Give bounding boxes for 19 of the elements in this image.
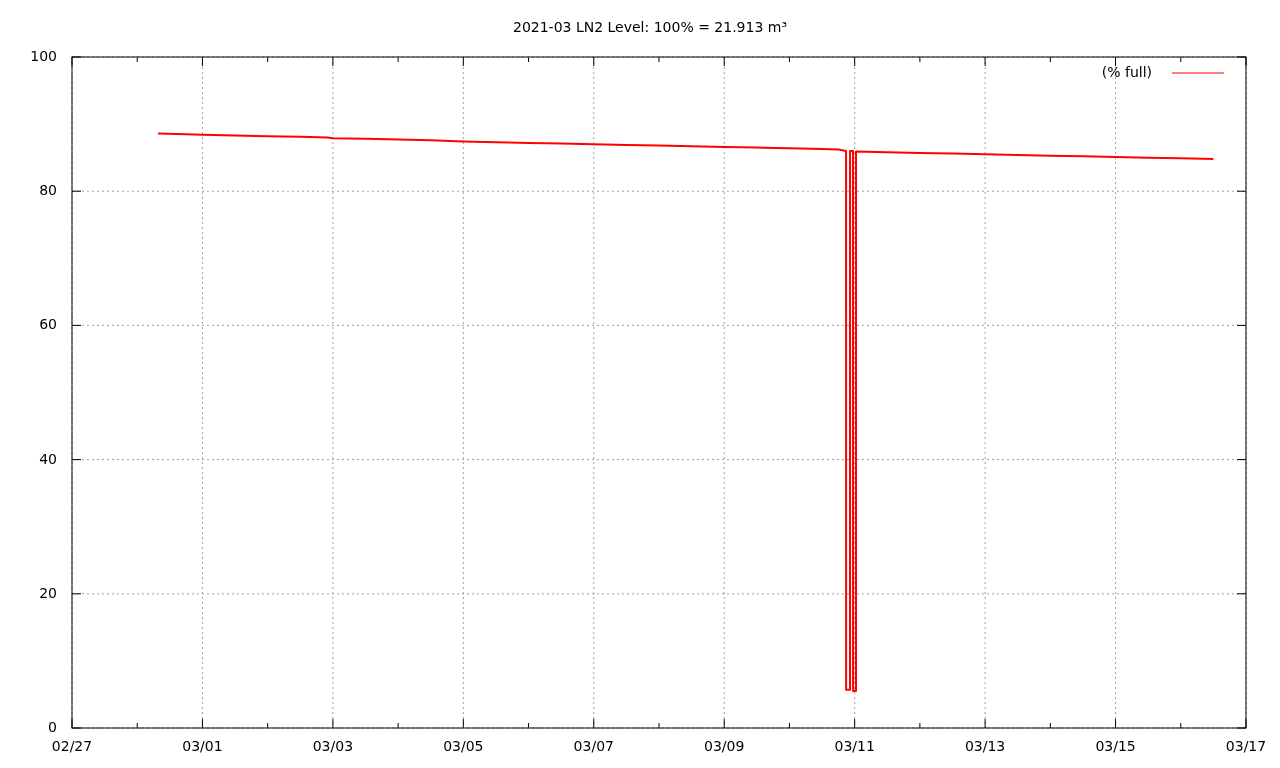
x-tick-label: 02/27 xyxy=(51,738,93,754)
y-tick-label: 100 xyxy=(30,48,57,64)
x-tick-label: 03/07 xyxy=(573,738,614,754)
y-tick-label: 40 xyxy=(39,450,57,467)
x-tick-label: 03/13 xyxy=(964,738,1006,754)
legend-label: (% full) xyxy=(1101,64,1152,80)
y-tick-label: 80 xyxy=(39,182,57,199)
x-tick-label: 03/03 xyxy=(312,738,354,754)
x-tick-label: 03/17 xyxy=(1225,738,1267,754)
x-tick-label: 03/11 xyxy=(834,738,875,754)
y-tick-label: 20 xyxy=(39,584,57,601)
x-tick-label: 03/05 xyxy=(443,738,484,754)
x-tick-label: 03/01 xyxy=(182,738,223,754)
y-tick-label: 60 xyxy=(39,316,57,333)
chart-title: 2021-03 LN2 Level: 100% = 21.913 m³ xyxy=(512,19,788,35)
x-tick-label: 03/09 xyxy=(704,738,745,754)
x-tick-label: 03/15 xyxy=(1095,738,1136,754)
line-series xyxy=(157,132,1215,693)
y-tick-label: 0 xyxy=(48,719,57,735)
